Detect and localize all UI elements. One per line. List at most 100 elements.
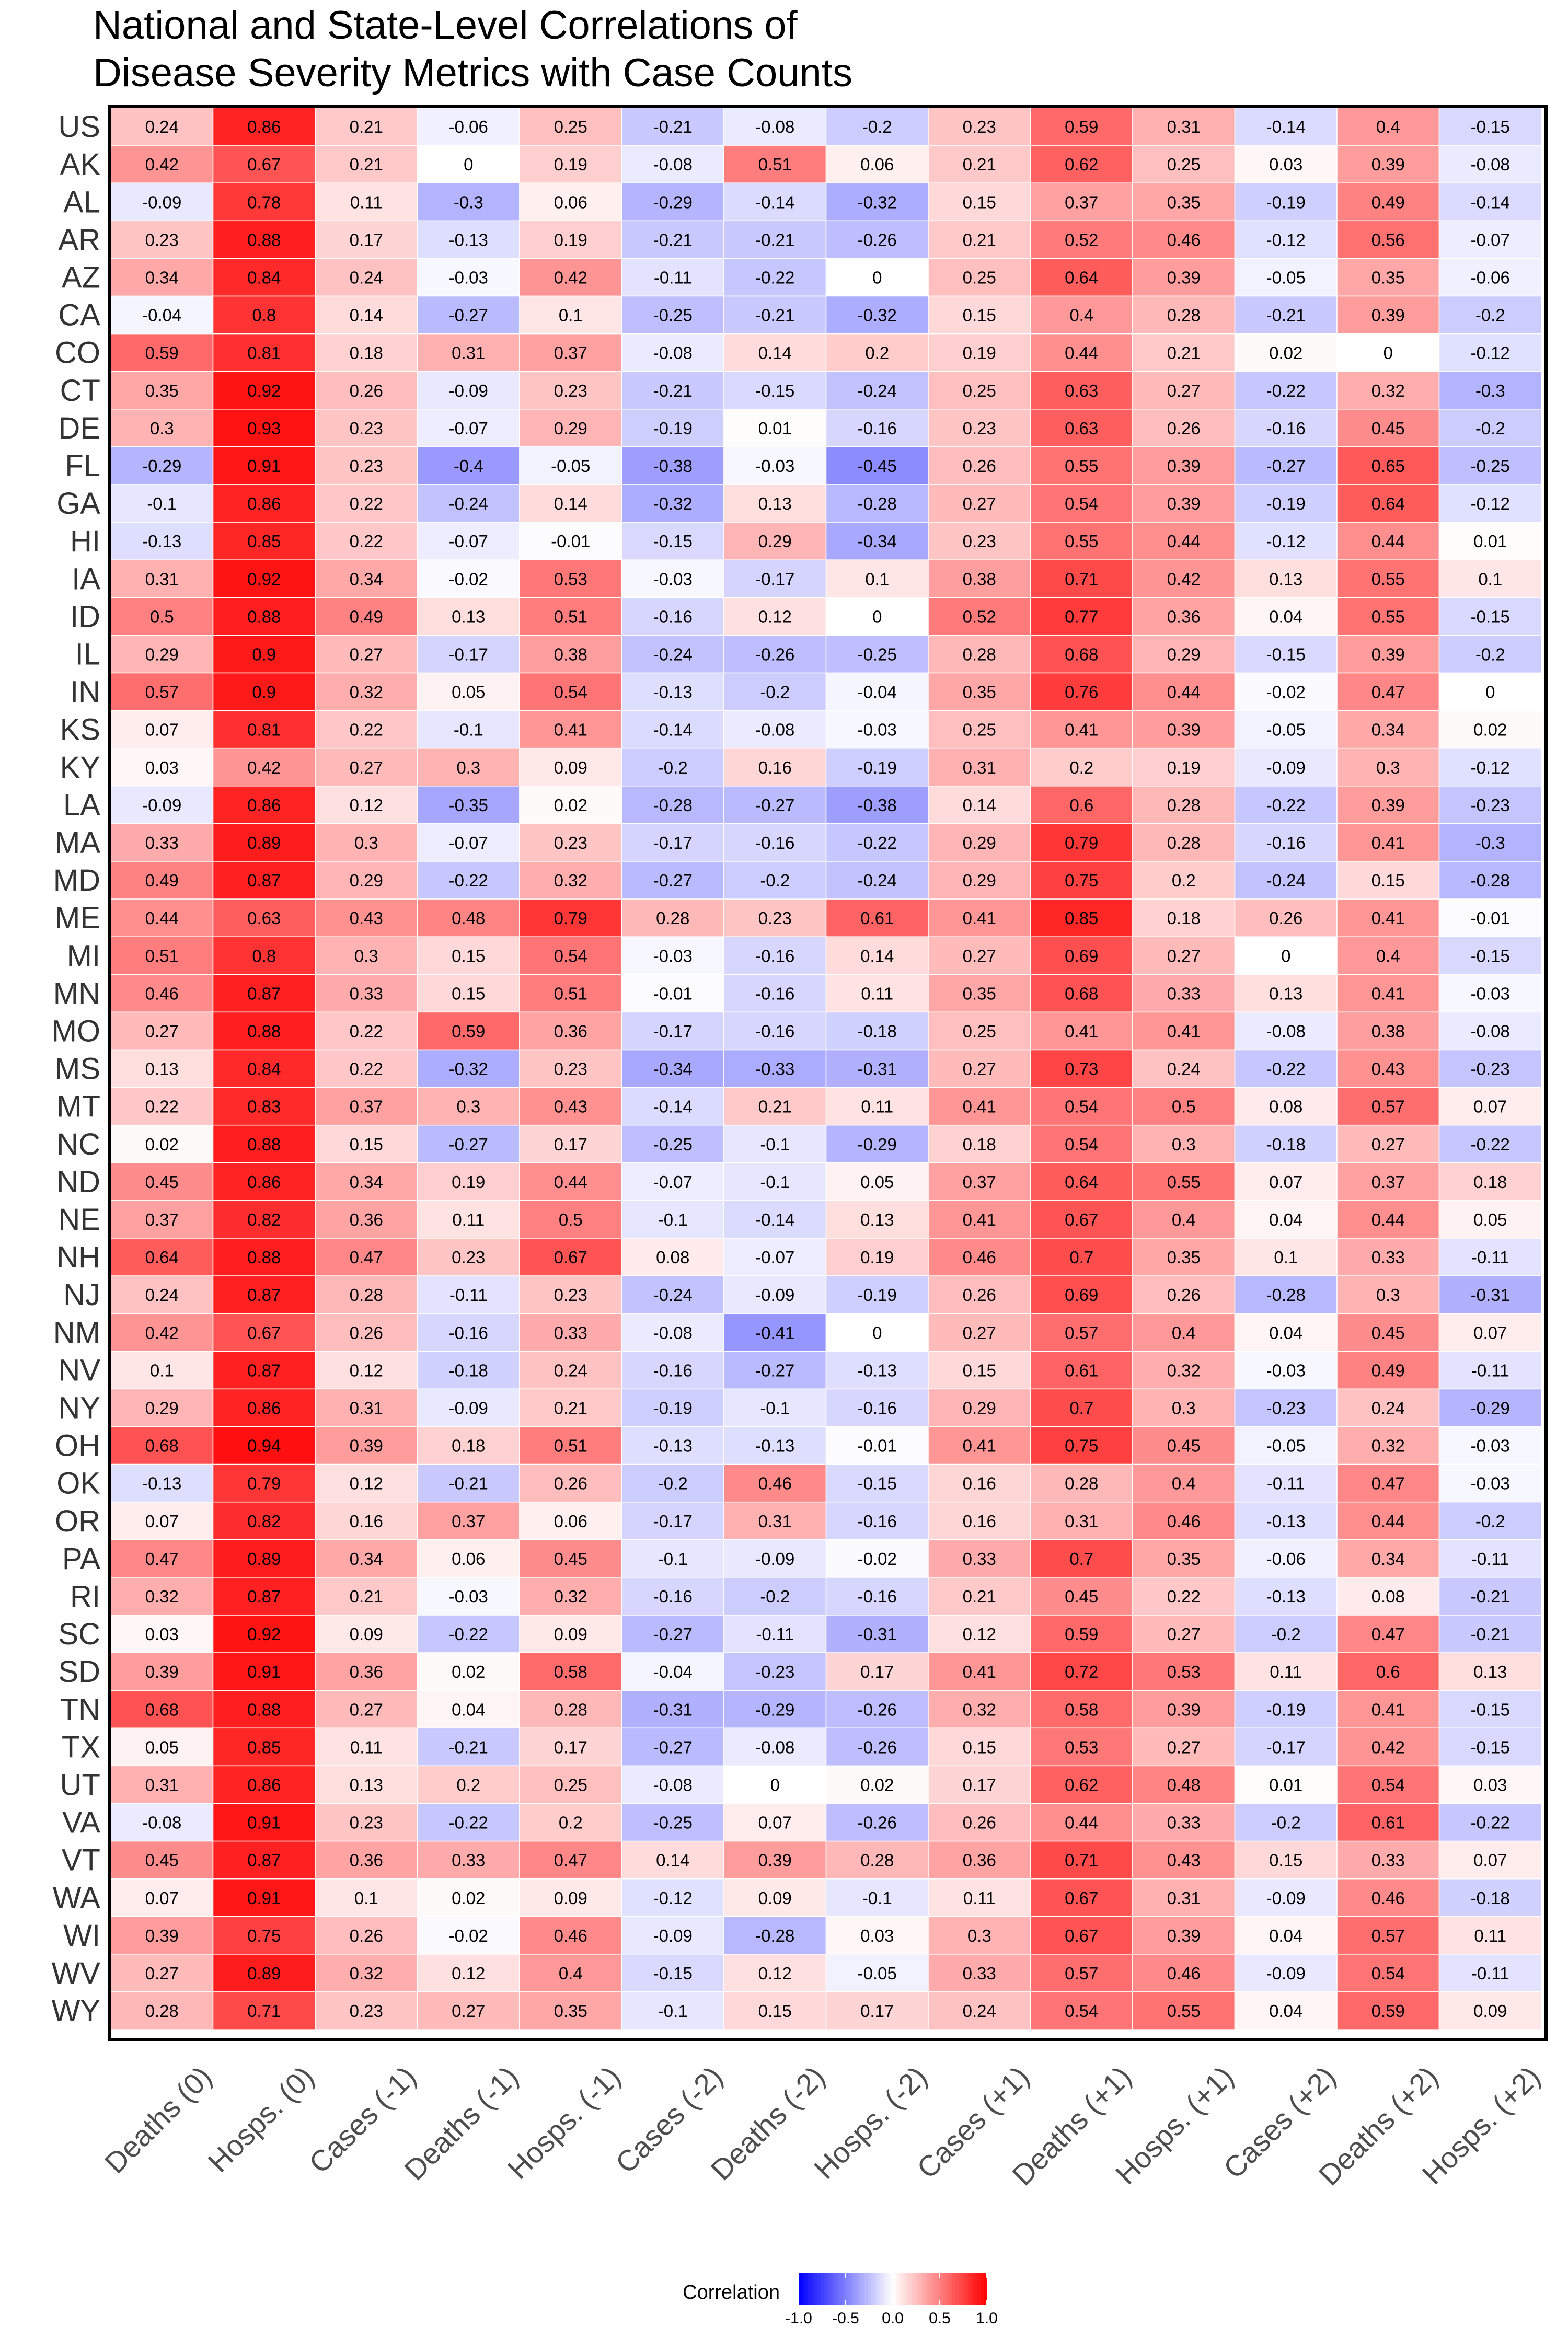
cell-value-label: -0.22 [1471,1813,1510,1832]
cell-value-label: 0.26 [1269,908,1302,928]
cell-value-label: 0.11 [861,1097,893,1116]
cell-nd-13 [1438,1162,1542,1201]
cell-va-8 [928,1803,1031,1842]
cell-value-label: 0.29 [145,1398,179,1417]
cell-value-label: 0.28 [350,1285,383,1305]
cell-value-label: -0.1 [147,494,177,513]
cell-md-13 [1438,861,1542,900]
cell-value-label: -0.18 [1266,1135,1306,1154]
cell-tx-1 [212,1727,316,1767]
cell-value-label: 0.49 [1371,192,1405,212]
cell-ri-1 [212,1577,316,1616]
cell-value-label: 0.18 [1473,1172,1507,1192]
cell-value-label: 0.33 [1167,1813,1201,1832]
cell-value-label: 0.6 [1376,1662,1400,1681]
cell-value-label: 0.1 [559,306,583,325]
cell-us-0 [110,107,214,146]
cell-nm-2 [315,1313,418,1352]
cell-ca-6 [723,295,827,335]
cell-value-label: -0.19 [1266,494,1306,513]
cell-value-label: 0.41 [1065,720,1098,740]
cell-value-label: 0.81 [247,343,281,363]
cell-value-label: 0.12 [758,1964,792,1983]
legend-color-step [877,2273,881,2305]
cell-me-8 [928,898,1031,937]
cell-value-label: 0.19 [963,343,996,363]
cell-value-label: 0.57 [145,683,179,702]
cell-value-label: -0.16 [653,1361,693,1380]
cell-de-10 [1132,409,1236,447]
cell-value-label: -0.4 [454,456,483,476]
cell-fl-0 [110,446,214,485]
cell-value-label: 0.27 [1167,1624,1201,1644]
cell-nd-1 [212,1162,316,1201]
row-label-pa: PA [62,1542,100,1576]
cell-value-label: 0.4 [1172,1474,1196,1493]
cell-value-label: 0.46 [145,984,179,1003]
cell-value-label: 0.29 [554,419,587,438]
cell-value-label: 0.87 [247,871,281,890]
cell-value-label: 0.45 [1371,1323,1405,1342]
cell-ca-3 [417,295,520,335]
row-label-va: VA [62,1806,100,1840]
heatmap-cells: 0.24 0.86 0.21 -0.06 0.25 -0.21 -0.08 -0.2 0.23 0… [110,107,1542,2030]
cell-value-label: 0.28 [656,908,689,928]
cell-value-label: 0.2 [865,343,889,363]
cell-mn-12 [1336,974,1440,1013]
cell-ky-8 [928,747,1031,787]
cell-value-label: -0.2 [760,871,790,890]
cell-ut-8 [928,1765,1031,1804]
cell-value-label: 0.88 [247,1248,281,1267]
cell-value-label: -0.16 [858,1587,897,1606]
cell-hi-13 [1438,522,1542,560]
cell-value-label: 0.87 [247,1361,281,1380]
row-label-ia: IA [72,562,100,596]
cell-value-label: 0.54 [554,946,587,965]
cell-value-label: 0.07 [758,1813,792,1832]
cell-value-label: -0.2 [658,758,688,777]
cell-value-label: -0.29 [755,1700,794,1719]
cell-nd-10 [1132,1162,1236,1201]
cell-wv-4 [519,1954,622,1992]
legend-color-step [949,2273,953,2305]
cell-us-7 [825,107,929,146]
cell-nh-4 [519,1238,622,1276]
cell-value-label: -0.13 [1266,1512,1306,1531]
cell-ar-13 [1438,220,1542,259]
cell-value-label: 0.75 [247,1926,281,1945]
cell-value-label: -0.38 [653,456,693,476]
cell-nm-13 [1438,1313,1542,1352]
cell-value-label: -0.19 [1266,192,1306,212]
row-label-ut: UT [60,1768,100,1802]
row-label-sd: SD [58,1655,100,1689]
cell-value-label: -0.14 [1471,192,1510,212]
cell-value-label: 0.44 [1371,532,1405,551]
cell-value-label: -0.25 [653,1135,693,1154]
cell-value-label: 0.4 [559,1964,583,1983]
cell-value-label: 0.3 [456,1097,480,1116]
cell-vt-7 [825,1840,929,1880]
cell-value-label: 0.8 [252,306,276,325]
cell-value-label: 0.37 [452,1512,485,1531]
cell-md-4 [519,861,622,900]
cell-value-label: 0.41 [1065,1021,1098,1041]
cell-value-label: 0.32 [963,1700,996,1719]
cell-value-label: -0.1 [760,1398,790,1417]
cell-wi-9 [1030,1916,1133,1955]
cell-value-label: -0.13 [653,683,693,702]
cell-value-label: -0.22 [755,268,794,287]
cell-value-label: 0.05 [1473,1210,1507,1229]
cell-value-label: 0.33 [1371,1851,1405,1870]
cell-nv-0 [110,1351,214,1390]
cell-ia-9 [1030,559,1133,598]
legend-color-step [915,2273,918,2305]
cell-me-5 [621,898,724,937]
cell-mi-1 [212,936,316,975]
cell-oh-10 [1132,1426,1236,1465]
cell-ga-4 [519,484,622,523]
cell-value-label: -0.03 [755,456,794,476]
cell-value-label: 0.86 [247,494,281,513]
cell-value-label: 0.36 [350,1851,383,1870]
cell-or-1 [212,1501,316,1540]
cell-value-label: 0.1 [150,1361,174,1380]
